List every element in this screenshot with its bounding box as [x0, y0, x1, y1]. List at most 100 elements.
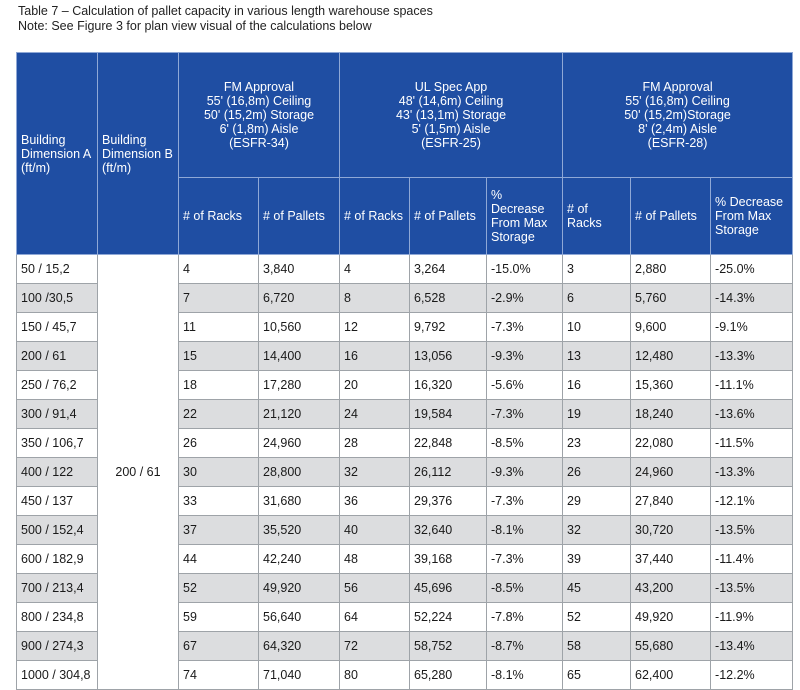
table-cell: 32: [562, 515, 632, 545]
table-cell: 45,696: [409, 573, 487, 603]
table-cell: 74: [178, 660, 259, 690]
table-cell: 12,480: [630, 341, 712, 371]
table-cell: 31,680: [258, 486, 340, 516]
table-cell: 37,440: [630, 544, 712, 574]
table-cell: 52: [178, 573, 259, 603]
table-cell: 100 /30,5: [16, 283, 98, 313]
table-cell: -11.1%: [710, 370, 794, 400]
header-decrease-esfr28: % Decrease From Max Storage: [710, 177, 794, 255]
group-line: 8' (2,4m) Aisle: [638, 122, 717, 136]
table-cell: 36: [339, 486, 410, 516]
table-cell: 59: [178, 602, 259, 632]
table-row: 50 / 15,2 200 / 61 4 3,840 4 3,264 -15.0% 3 2,88…: [16, 254, 794, 690]
table-cell: -13.3%: [710, 341, 794, 371]
table-cell: 49,920: [630, 602, 712, 632]
table-cell: 67: [178, 631, 259, 661]
header-pallets-esfr34: # of Pallets: [258, 177, 340, 255]
table-cell: -7.3%: [485, 312, 564, 342]
table-cell: 56,640: [258, 602, 340, 632]
table-cell: 55,680: [630, 631, 712, 661]
table-row: 100 /30,5 7 6,720 8 6,528 -2.9% 6 5,760 -14.3%: [16, 283, 794, 313]
table-row: 250 / 76,2 18 17,280 20 16,320 -5.6% 16 15,360-…: [16, 370, 794, 400]
table-cell: 28: [339, 428, 410, 458]
table-cell: 3: [562, 254, 632, 284]
table-cell: 45: [562, 573, 632, 603]
group-line: 48' (14,6m) Ceiling: [398, 94, 504, 108]
table-cell: -8.1%: [485, 660, 564, 690]
group-line: (ESFR-34): [229, 136, 289, 150]
table-cell: 32: [339, 457, 410, 487]
table-cell: -7.3%: [485, 399, 564, 429]
table-cell: -13.5%: [710, 515, 794, 545]
table-cell: 17,280: [258, 370, 340, 400]
table-cell: 35,520: [258, 515, 340, 545]
table-cell: 3,840: [258, 254, 340, 284]
table-caption: Table 7 – Calculation of pallet capacity…: [18, 4, 433, 34]
table-cell: 30,720: [630, 515, 712, 545]
table-cell: 150 / 45,7: [16, 312, 98, 342]
table-cell: 200 / 61: [16, 341, 98, 371]
header-decrease-esfr25: % Decrease From Max Storage: [485, 177, 564, 255]
table-cell: 58,752: [409, 631, 487, 661]
table-cell: 3,264: [409, 254, 487, 284]
table-cell: 65,280: [409, 660, 487, 690]
table-cell: -7.8%: [485, 602, 564, 632]
table-cell: -9.3%: [485, 457, 564, 487]
group-line: 55' (16,8m) Ceiling: [625, 94, 730, 108]
group-line: (ESFR-25): [421, 136, 481, 150]
table-row: 200 / 61 15 14,400 16 13,056 -9.3% 13 12,480 -13…: [16, 341, 794, 371]
table-cell: 39,168: [409, 544, 487, 574]
group-line: 50' (15,2m) Storage: [203, 108, 315, 122]
dimension-b-cell: 200 / 61: [97, 254, 179, 690]
table-cell: 28,800: [258, 457, 340, 487]
table-cell: -7.3%: [485, 544, 564, 574]
table-cell: -13.6%: [710, 399, 794, 429]
caption-note: Note: See Figure 3 for plan view visual …: [18, 19, 372, 33]
table-cell: 44: [178, 544, 259, 574]
pallet-capacity-table: Building Dimension A (ft/m) Building Dim…: [16, 52, 794, 690]
group-line: 43' (13,1m) Storage: [395, 108, 507, 122]
table-cell: -8.1%: [485, 515, 564, 545]
table-row: 500 / 152,4 37 35,520 40 32,640 -8.1% 32 30,720…: [16, 515, 794, 545]
table-cell: 72: [339, 631, 410, 661]
group-line: FM Approval: [642, 80, 713, 94]
table-cell: 19,584: [409, 399, 487, 429]
table-cell: 29,376: [409, 486, 487, 516]
table-cell: 600 / 182,9: [16, 544, 98, 574]
table-cell: 43,200: [630, 573, 712, 603]
table-cell: 62,400: [630, 660, 712, 690]
header-pallets-esfr25: # of Pallets: [409, 177, 487, 255]
table-cell: 16: [339, 341, 410, 371]
table-cell: 26: [562, 457, 632, 487]
table-cell: 450 / 137: [16, 486, 98, 516]
table-cell: 65: [562, 660, 632, 690]
table-cell: 21,120: [258, 399, 340, 429]
table-row: 300 / 91,4 22 21,120 24 19,584 -7.3% 19 18,240-…: [16, 399, 794, 429]
table-cell: 16,320: [409, 370, 487, 400]
caption-title: Table 7 – Calculation of pallet capacity…: [18, 4, 433, 18]
table-cell: 10,560: [258, 312, 340, 342]
header-racks-esfr34: # of Racks: [178, 177, 259, 255]
table-cell: 250 / 76,2: [16, 370, 98, 400]
table-cell: -11.4%: [710, 544, 794, 574]
header-group-esfr34: FM Approval 55' (16,8m) Ceiling 50' (15,…: [178, 52, 340, 178]
table-cell: -11.5%: [710, 428, 794, 458]
table-cell: -25.0%: [710, 254, 794, 284]
table-cell: 4: [339, 254, 410, 284]
table-row: 400 / 122 30 28,800 32 26,112 -9.3% 26 24,960 -1…: [16, 457, 794, 487]
table-cell: -8.5%: [485, 428, 564, 458]
table-cell: 15: [178, 341, 259, 371]
table-cell: -9.1%: [710, 312, 794, 342]
table-cell: 52: [562, 602, 632, 632]
table-cell: -13.5%: [710, 573, 794, 603]
table-cell: -8.7%: [485, 631, 564, 661]
table-cell: 12: [339, 312, 410, 342]
table-cell: 33: [178, 486, 259, 516]
table-cell: 22,080: [630, 428, 712, 458]
header-racks-esfr28: # of Racks: [562, 177, 632, 255]
table-row: 700 / 213,4 52 49,920 56 45,696 -8.5% 45 43,200…: [16, 573, 794, 603]
table-cell: 56: [339, 573, 410, 603]
table-cell: 64: [339, 602, 410, 632]
table-cell: 52,224: [409, 602, 487, 632]
table-cell: -13.4%: [710, 631, 794, 661]
